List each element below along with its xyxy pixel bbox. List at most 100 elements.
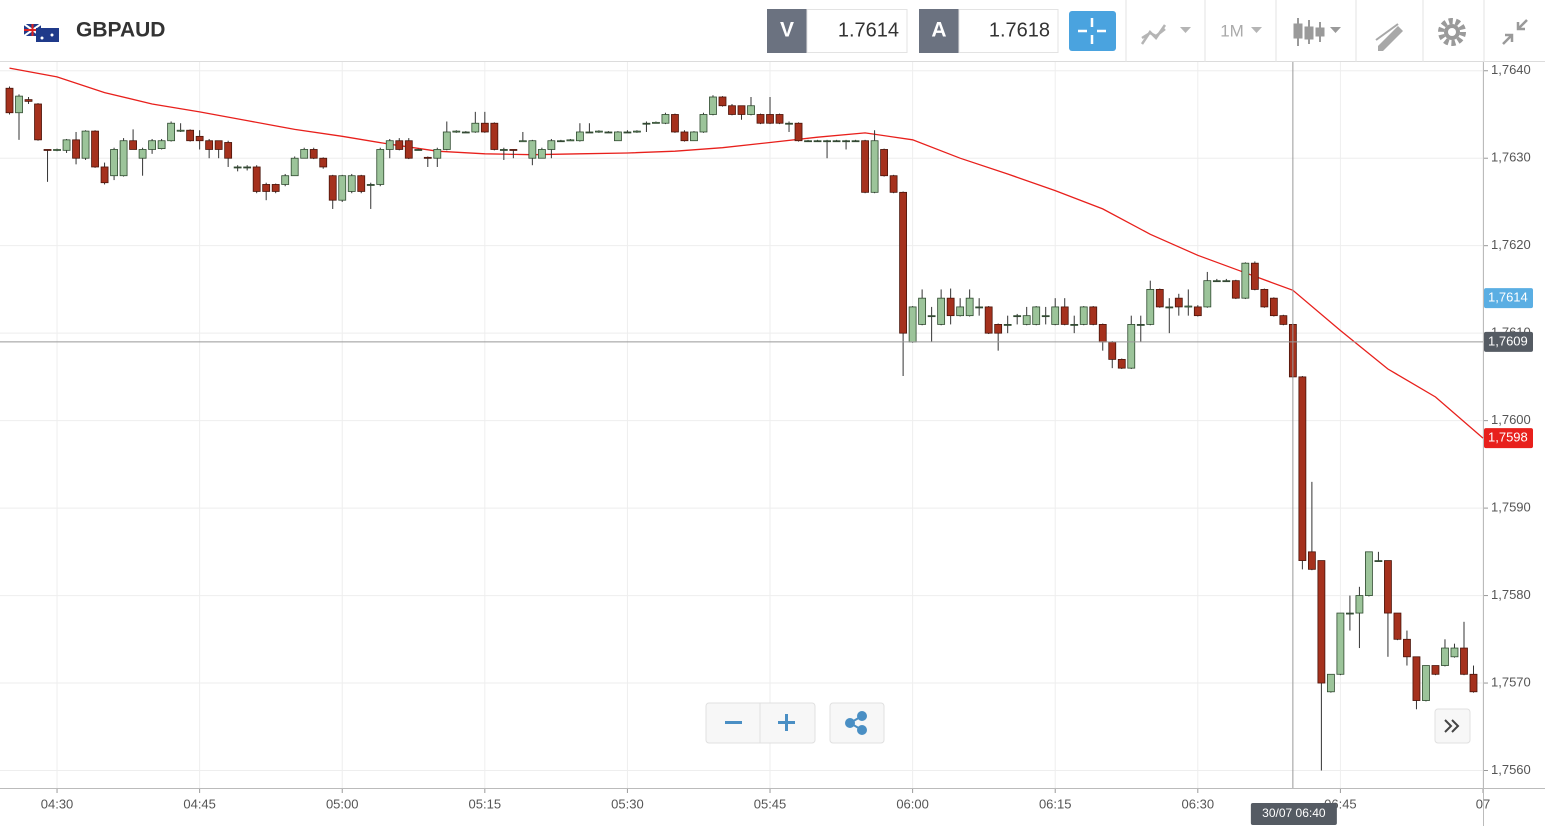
bid-label[interactable]: V — [780, 19, 794, 42]
candle-body — [842, 140, 850, 143]
candle-body — [975, 306, 984, 309]
x-tick-label: 06:30 — [1182, 796, 1215, 811]
candle-body — [43, 149, 52, 151]
candle-body — [404, 140, 413, 159]
candle-body — [15, 95, 23, 114]
candle-body — [423, 156, 432, 159]
y-tick-label: 1,7580 — [1491, 587, 1531, 602]
candle-body — [328, 175, 337, 201]
candle-body — [271, 184, 280, 192]
candle-body — [452, 130, 461, 133]
candle-body — [53, 149, 61, 151]
timeframe-button[interactable]: 1M — [1220, 21, 1262, 40]
candle-body — [804, 140, 812, 143]
x-tick-label: 06:00 — [896, 796, 929, 811]
bid-value[interactable]: 1.7614 — [838, 19, 899, 41]
candle-body — [766, 114, 774, 124]
candle-body — [471, 122, 480, 133]
y-tick-label: 1,7640 — [1491, 62, 1531, 77]
candle-body — [24, 99, 33, 102]
candle-body — [442, 131, 451, 150]
share-button[interactable] — [829, 702, 885, 744]
scroll-end-icon[interactable] — [1444, 719, 1460, 733]
candle-body — [433, 149, 442, 159]
candle-body — [737, 105, 746, 115]
candle-body — [994, 324, 1003, 334]
candle-body — [1127, 324, 1136, 369]
candle-body — [1298, 376, 1307, 561]
candle-body — [1184, 305, 1193, 308]
draw-tool-button[interactable] — [1375, 23, 1403, 51]
candle-body — [110, 149, 118, 177]
candle-body — [205, 140, 214, 150]
candle-body — [861, 140, 869, 193]
bid-button[interactable]: V 1.7614 — [767, 9, 908, 53]
candle-body — [1155, 289, 1164, 308]
candle-body — [414, 149, 423, 151]
bid-label-box[interactable] — [767, 9, 807, 53]
candle-body — [880, 149, 888, 177]
candle-body — [262, 184, 271, 192]
candle-body — [214, 140, 223, 150]
candle-body — [1117, 358, 1126, 369]
share-icon[interactable] — [845, 711, 867, 735]
collapse-button[interactable] — [1502, 19, 1528, 45]
settings-button[interactable] — [1438, 18, 1466, 46]
candle-body — [585, 131, 594, 134]
flag-icon — [23, 23, 59, 42]
scroll-end-button[interactable] — [1434, 708, 1471, 744]
price-flag-label: 1,7614 — [1488, 290, 1528, 305]
ask-value[interactable]: 1.7618 — [989, 19, 1050, 41]
timeframe[interactable]: 1M — [1220, 21, 1244, 40]
candle-body — [290, 157, 299, 177]
candle-body — [1165, 306, 1174, 309]
candle-body — [100, 166, 109, 184]
ask-label-box[interactable] — [919, 9, 959, 53]
candle-body — [709, 96, 717, 115]
candle-body — [870, 140, 879, 193]
ma-flag-box — [1484, 428, 1533, 449]
bid-value-box[interactable] — [806, 9, 908, 53]
crosshair-x-label: 30/07 06:40 — [1262, 806, 1326, 820]
candle-body — [499, 149, 508, 151]
ask-label[interactable]: A — [931, 19, 946, 42]
symbol: GBPAUD — [76, 19, 165, 42]
candle-body — [518, 140, 527, 143]
candle-body — [243, 166, 252, 169]
indicator-button[interactable] — [1140, 24, 1191, 45]
candle-body — [138, 149, 147, 159]
ask-value-box[interactable] — [958, 9, 1059, 53]
candle-body — [129, 140, 137, 150]
candle-body — [1422, 665, 1430, 701]
ask-button[interactable]: A 1.7618 — [919, 9, 1059, 53]
crosshair-y-flag-label: 1,7609 — [1488, 333, 1528, 348]
candle-body — [1013, 315, 1022, 318]
zoom-in-button[interactable] — [778, 714, 795, 731]
candle-body — [680, 131, 689, 142]
candle-body — [1231, 280, 1240, 299]
candle-body — [1041, 315, 1050, 318]
zoom-controls — [705, 702, 1471, 744]
candle-body — [1326, 673, 1335, 693]
y-tick-label: 1,7630 — [1491, 150, 1531, 165]
candle-body — [813, 140, 822, 143]
chart-type-button[interactable] — [1293, 18, 1341, 46]
y-tick-label: 1,7570 — [1491, 674, 1531, 689]
candle-body — [1222, 280, 1231, 283]
candle-body — [823, 140, 831, 143]
candle-body — [167, 122, 176, 142]
moving-average-line — [9, 67, 1484, 439]
candle-body — [366, 184, 375, 186]
candle-body — [652, 121, 660, 124]
crosshair-button[interactable] — [1069, 11, 1116, 51]
x-tick-label: 04:30 — [41, 796, 74, 811]
candle-body — [908, 306, 917, 343]
candle-body — [1450, 647, 1459, 658]
candle-body — [537, 149, 546, 159]
candle-body — [965, 297, 974, 317]
candle-body — [528, 140, 537, 159]
candle-body — [566, 139, 575, 142]
candle-body — [699, 114, 708, 133]
candle-body — [775, 114, 784, 124]
candle-body — [81, 130, 90, 159]
